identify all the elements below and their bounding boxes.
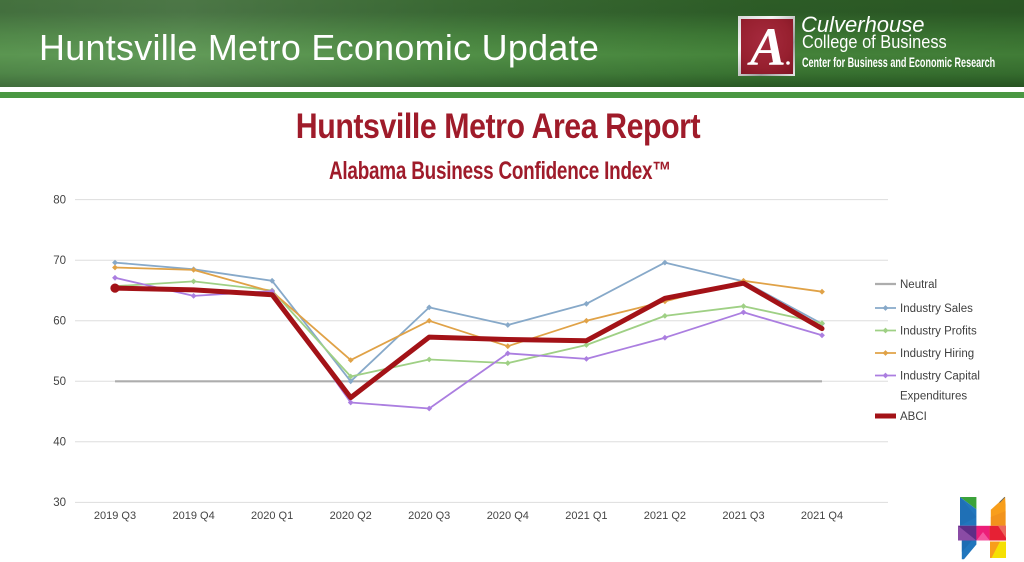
svg-text:2019 Q3: 2019 Q3 bbox=[94, 510, 136, 522]
svg-text:80: 80 bbox=[53, 194, 66, 206]
svg-text:30: 30 bbox=[53, 497, 66, 509]
svg-text:2019 Q4: 2019 Q4 bbox=[172, 510, 214, 522]
svg-text:ABCI: ABCI bbox=[900, 411, 927, 423]
svg-text:Industry Capital: Industry Capital bbox=[900, 371, 980, 383]
svg-text:Industry Profits: Industry Profits bbox=[900, 326, 977, 338]
svg-text:2021 Q4: 2021 Q4 bbox=[801, 510, 843, 522]
svg-text:2020 Q3: 2020 Q3 bbox=[408, 510, 450, 522]
svg-text:70: 70 bbox=[53, 255, 66, 267]
svg-text:Industry Hiring: Industry Hiring bbox=[900, 348, 974, 360]
svg-text:50: 50 bbox=[53, 376, 66, 388]
svg-text:2021 Q3: 2021 Q3 bbox=[722, 510, 764, 522]
svg-text:2021 Q1: 2021 Q1 bbox=[565, 510, 607, 522]
svg-text:2020 Q4: 2020 Q4 bbox=[487, 510, 529, 522]
svg-text:2021 Q2: 2021 Q2 bbox=[644, 510, 686, 522]
svg-text:40: 40 bbox=[53, 437, 66, 449]
svg-text:60: 60 bbox=[53, 316, 66, 328]
svg-text:Expenditures: Expenditures bbox=[900, 391, 967, 403]
svg-text:2020 Q2: 2020 Q2 bbox=[330, 510, 372, 522]
svg-text:Neutral: Neutral bbox=[900, 279, 937, 291]
svg-text:A: A bbox=[746, 19, 785, 74]
svg-text:Industry Sales: Industry Sales bbox=[900, 303, 973, 315]
svg-text:2020 Q1: 2020 Q1 bbox=[251, 510, 293, 522]
